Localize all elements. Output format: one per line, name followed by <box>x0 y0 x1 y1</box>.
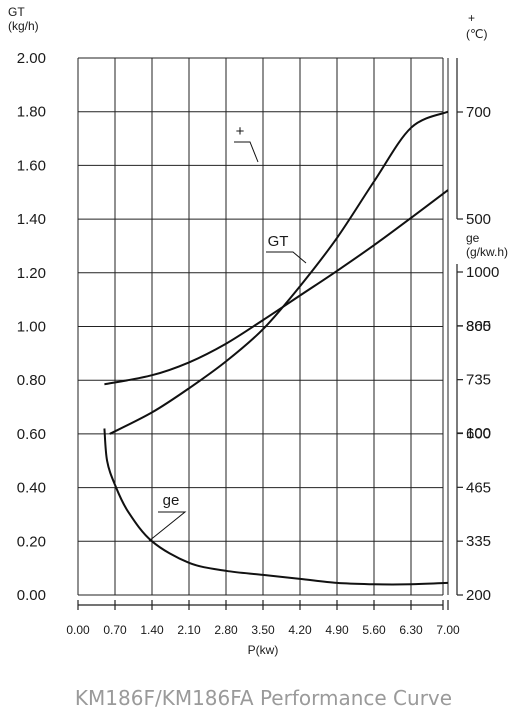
gt-axis-label: GT <box>8 5 25 19</box>
x-tick-label: 5.60 <box>362 623 386 637</box>
series-group <box>103 110 449 586</box>
gt-tick-label: 0.60 <box>17 426 46 443</box>
x-tick-label: 0.70 <box>103 623 127 637</box>
performance-chart: GT(kg/h)2.001.801.601.401.201.000.800.60… <box>8 5 508 657</box>
x-tick-label: 4.90 <box>325 623 349 637</box>
ge-tick-label: 1000 <box>466 264 499 281</box>
axes: GT(kg/h)2.001.801.601.401.201.000.800.60… <box>8 5 508 657</box>
ge-tick-label: 465 <box>466 479 491 496</box>
gt-tick-label: 1.00 <box>17 319 46 336</box>
ge-axis-label: ge <box>466 231 480 245</box>
plot-grid <box>77 57 449 596</box>
gt-tick-label: 0.40 <box>17 480 46 497</box>
temp-axis-unit: (℃) <box>466 27 487 41</box>
temp-tick-label: 500 <box>466 211 491 228</box>
x-tick-label: 3.50 <box>251 623 275 637</box>
ge-tick-label: 735 <box>466 372 491 389</box>
temp-tick-label: 100 <box>466 425 491 442</box>
ge-tick-label: 865 <box>466 318 491 335</box>
leader-line-ge <box>148 511 187 542</box>
x-tick-label: 1.40 <box>140 623 164 637</box>
temp-axis-label: + <box>468 11 475 25</box>
leader-line-gt <box>266 251 307 264</box>
gt-tick-label: 1.40 <box>17 211 46 228</box>
ge-axis-unit: (g/kw.h) <box>466 245 508 259</box>
x-axis-label: P(kw) <box>248 643 279 657</box>
chart-caption: KM186F/KM186FA Performance Curve <box>74 686 453 710</box>
temp-tick-label: 300 <box>466 318 491 335</box>
x-tick-label: 6.30 <box>399 623 423 637</box>
leader-line-temperature <box>234 141 259 163</box>
series-label-temperature: + <box>236 123 245 140</box>
x-tick-label: 0.00 <box>66 623 90 637</box>
gt-axis-unit: (kg/h) <box>8 19 39 33</box>
gt-tick-label: 2.00 <box>17 50 46 67</box>
gt-tick-label: 1.20 <box>17 265 46 282</box>
x-tick-label: 2.10 <box>177 623 201 637</box>
gt-tick-label: 1.60 <box>17 157 46 174</box>
series-label-ge: ge <box>163 492 180 509</box>
ge-tick-label: 600 <box>466 426 491 443</box>
gt-tick-label: 1.80 <box>17 104 46 121</box>
series-line-gt <box>109 110 449 435</box>
gt-tick-label: 0.80 <box>17 372 46 389</box>
labels-group: + GT ge <box>148 123 307 542</box>
temp-tick-label: 700 <box>466 104 491 121</box>
ge-tick-label: 335 <box>466 533 491 550</box>
gt-tick-label: 0.00 <box>17 587 46 604</box>
x-tick-label: 2.80 <box>214 623 238 637</box>
x-tick-label: 7.00 <box>436 623 460 637</box>
series-label-gt: GT <box>268 233 289 250</box>
series-line-ge <box>103 428 449 586</box>
x-tick-label: 4.20 <box>288 623 312 637</box>
gt-tick-label: 0.20 <box>17 533 46 550</box>
ge-tick-label: 200 <box>466 587 491 604</box>
